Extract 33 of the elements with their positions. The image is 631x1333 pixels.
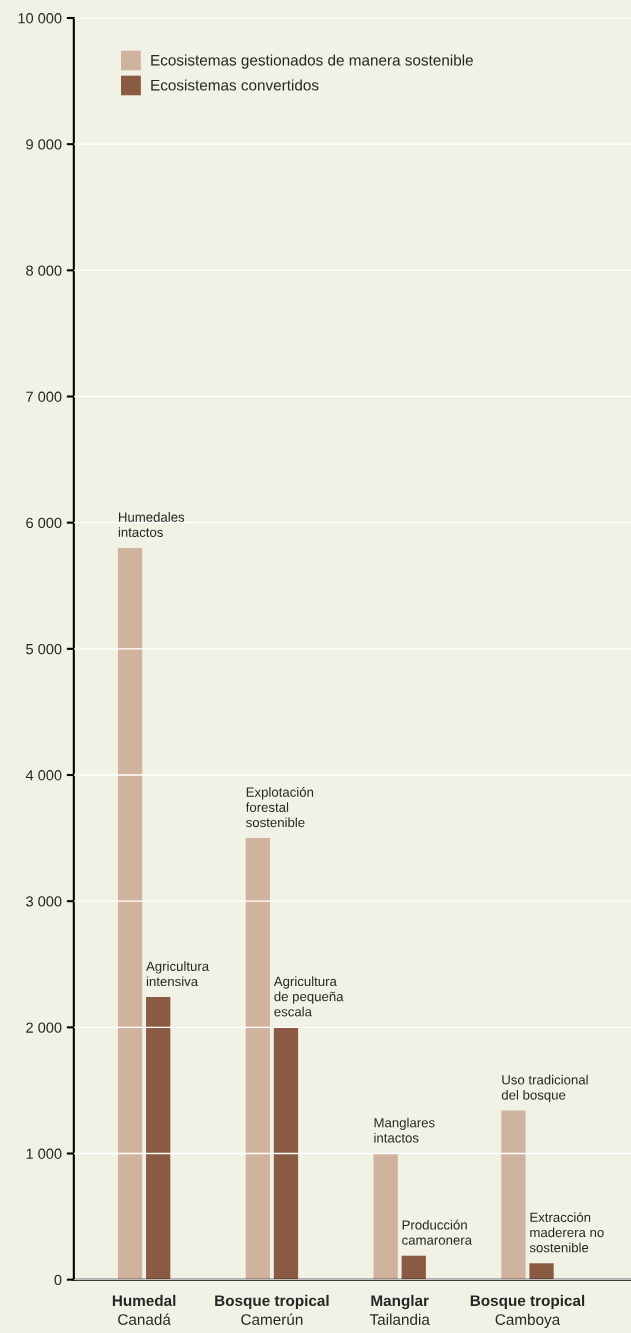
- x-tick-label: Bosque tropical Camerún: [215, 1294, 329, 1325]
- annotation: Explotación forestal sostenible: [245, 786, 314, 828]
- y-tick-label: 7 000: [26, 391, 62, 402]
- x-tick-label: Bosque tropical Camboya: [470, 1294, 585, 1328]
- y-tick-label: 2 000: [26, 1022, 62, 1033]
- bar: [117, 547, 143, 1280]
- annotation: Extracción maderera no sostenible: [529, 1212, 604, 1253]
- bar: [529, 1263, 554, 1280]
- y-tick-label: 9 000: [26, 139, 62, 150]
- bar: [146, 997, 171, 1280]
- y-tick-label: 8 000: [26, 265, 62, 276]
- bar: [245, 838, 270, 1280]
- bar: [401, 1255, 426, 1280]
- y-tick-label: 1 000: [26, 1148, 62, 1159]
- annotation: Humedales intactos: [118, 512, 185, 537]
- annotation: Uso tradicional del bosque: [501, 1074, 588, 1103]
- y-tick-label: 0: [54, 1274, 62, 1286]
- legend-label: Ecosistemas gestionados de manera sostenible: [151, 54, 473, 69]
- bar: [273, 1027, 299, 1280]
- annotation: Agricultura de pequeña escala: [273, 976, 344, 1017]
- y-tick-label: 4 000: [25, 770, 62, 781]
- legend-label: Ecosistemas convertidos: [151, 79, 319, 91]
- annotation: Agricultura intensiva: [146, 961, 210, 987]
- bar: [373, 1153, 398, 1280]
- y-tick-label: 3 000: [26, 896, 62, 907]
- bar: [501, 1110, 526, 1280]
- x-tick-label: Humedal Canadá: [112, 1294, 176, 1325]
- x-tick-label: Manglar Tailandia: [369, 1294, 430, 1325]
- annotation: Producción camaronera: [402, 1219, 473, 1245]
- annotation: Manglares intactos: [374, 1117, 435, 1143]
- y-tick-label: 5 000: [26, 643, 62, 655]
- y-tick-label: 6 000: [26, 517, 62, 529]
- y-tick-label: 10 000: [18, 13, 62, 24]
